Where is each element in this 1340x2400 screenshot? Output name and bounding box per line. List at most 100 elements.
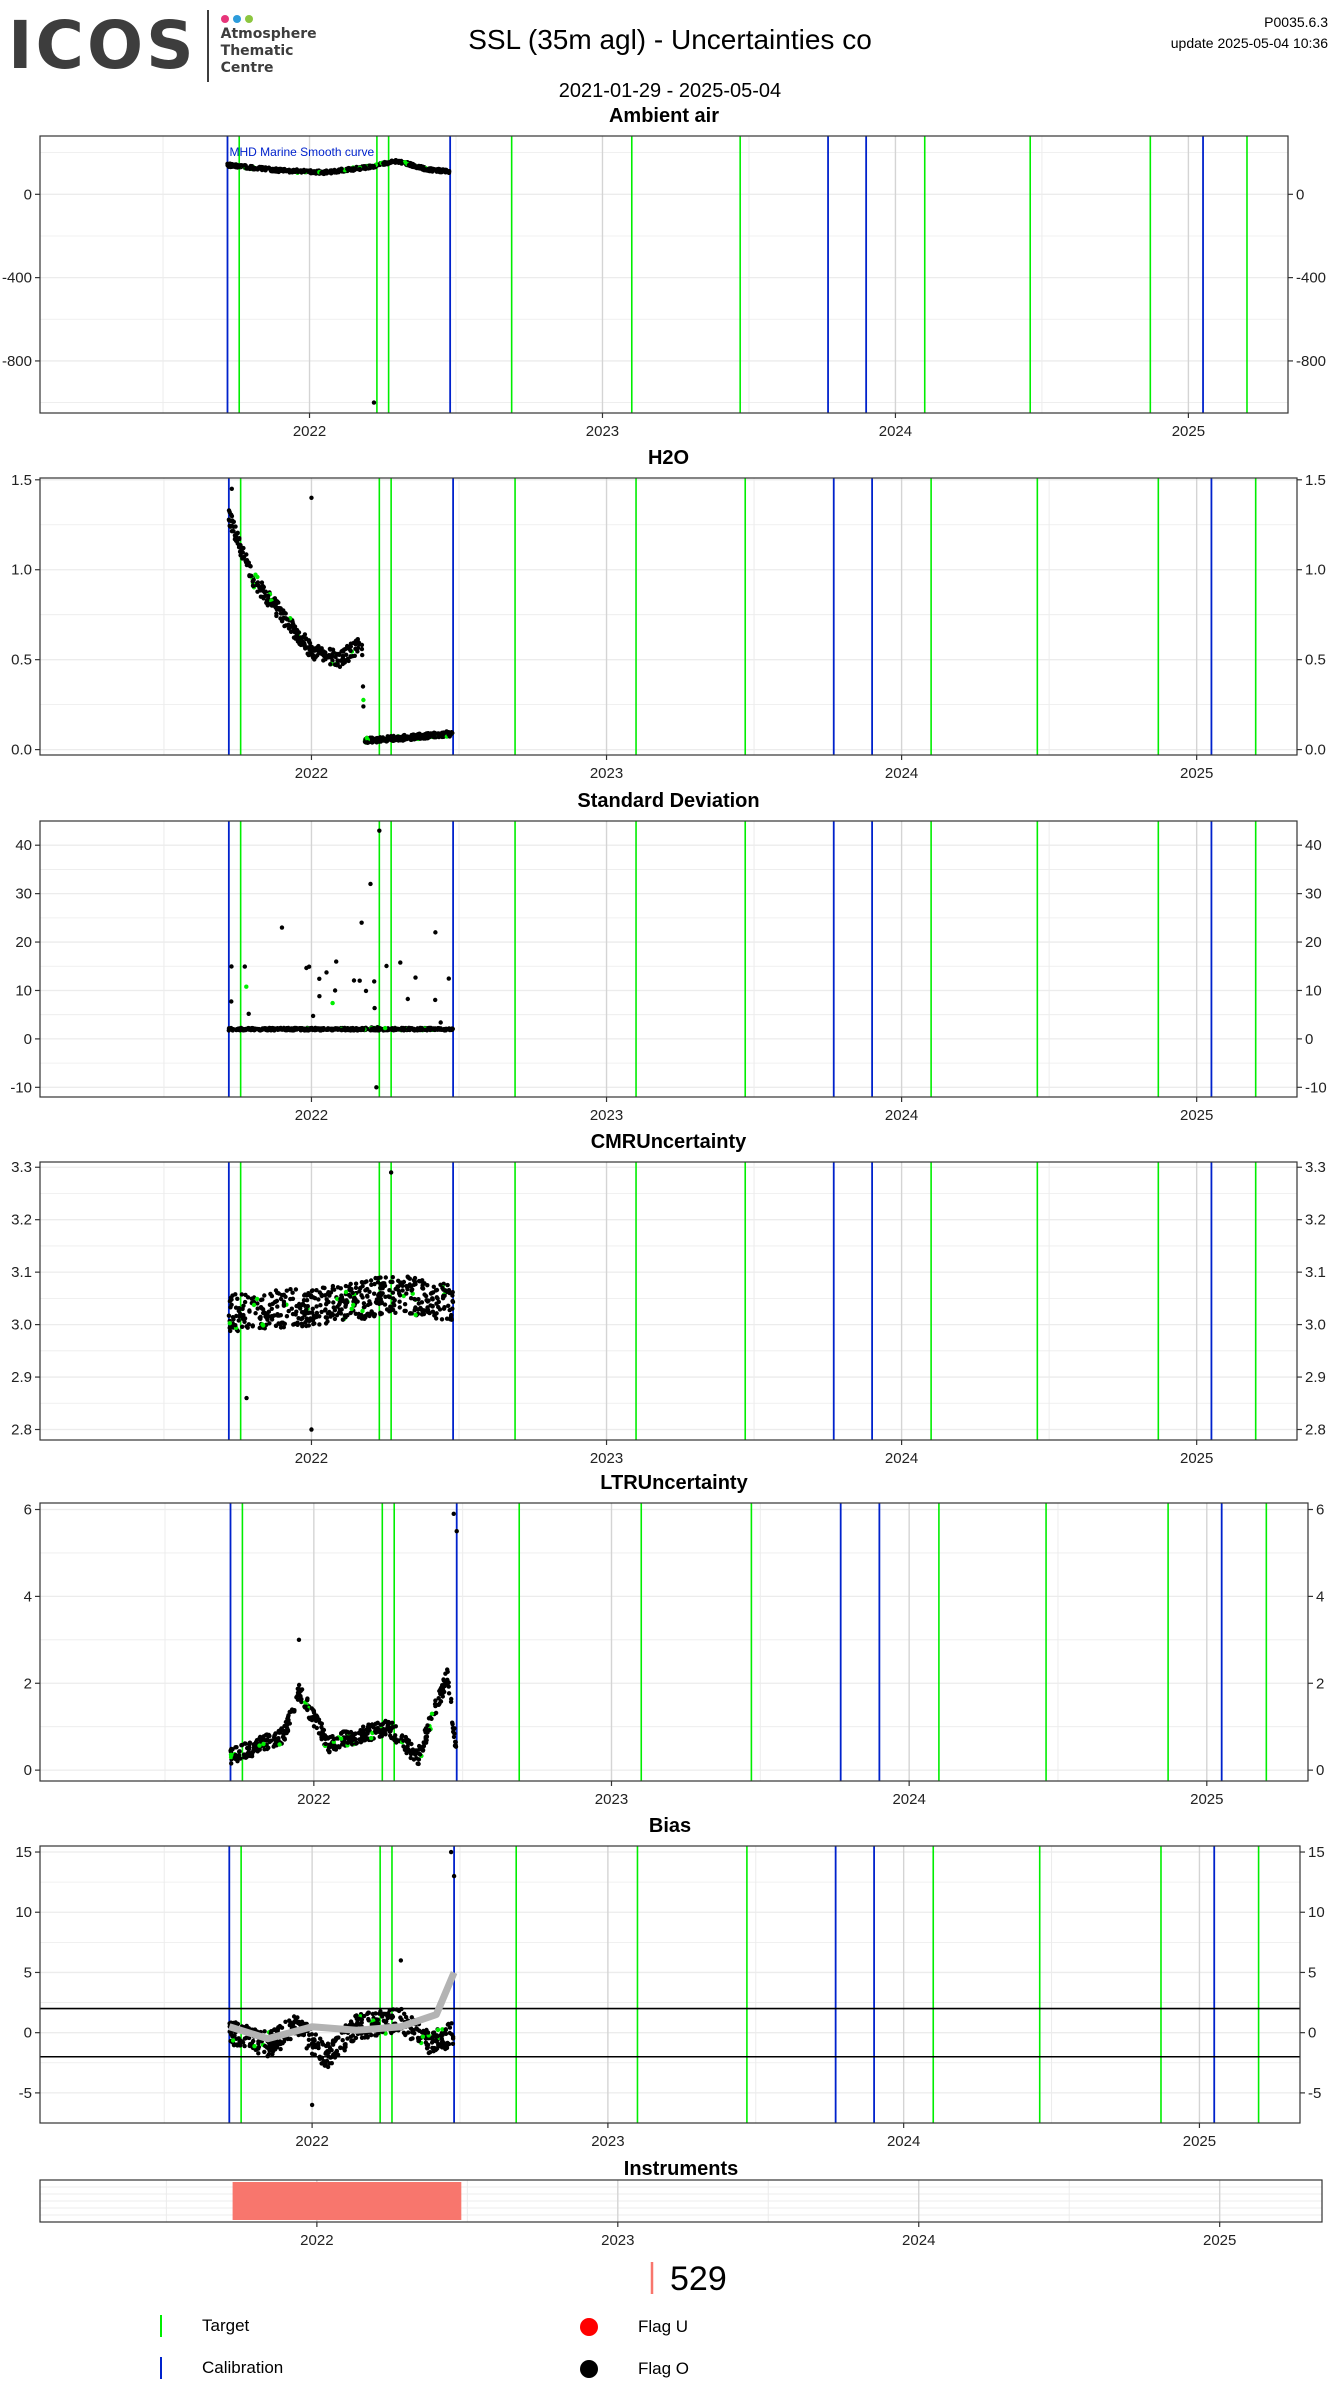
- data-point: [241, 545, 246, 551]
- data-point: [309, 1706, 314, 1711]
- data-point: [390, 1725, 396, 1730]
- data-point: [250, 1749, 256, 1754]
- outlier-point: [451, 1873, 457, 1879]
- data-point: [386, 2011, 391, 2016]
- xtick-label: 2023: [590, 1107, 623, 1124]
- data-point: [444, 1316, 450, 1321]
- data-point: [273, 1288, 279, 1293]
- data-point: [240, 556, 245, 561]
- data-point: [357, 1737, 362, 1742]
- data-point: [292, 624, 298, 629]
- data-point: [266, 1732, 272, 1738]
- data-point: [397, 1305, 402, 1310]
- data-point: [433, 997, 438, 1003]
- data-point: [388, 1279, 393, 1285]
- data-point: [280, 167, 285, 173]
- data-point: [323, 1321, 329, 1326]
- chart-title: CMRUncertainty: [591, 1131, 747, 1153]
- data-point: [399, 161, 404, 166]
- data-point: [430, 1304, 435, 1309]
- data-point: [356, 1730, 361, 1736]
- data-point: [383, 1275, 388, 1280]
- data-point: [439, 731, 445, 736]
- data-point: [373, 2011, 378, 2016]
- chart-panel-5: Bias -5 -5 0 0 5 5 10 10 15 15 2022 2023 2024 2025: [15, 1815, 1324, 2150]
- data-point: [447, 1027, 453, 1033]
- data-point: [349, 2038, 354, 2044]
- data-point: [364, 1279, 369, 1284]
- data-point: [340, 661, 345, 667]
- outlier-point: [279, 925, 285, 930]
- data-point: [365, 2011, 370, 2017]
- data-point: [364, 735, 369, 741]
- data-point: [348, 654, 353, 659]
- data-point: [319, 2039, 325, 2045]
- ytick-label-right: 3.2: [1305, 1212, 1326, 1229]
- data-point: [290, 2022, 295, 2028]
- data-point: [246, 1322, 251, 1327]
- data-point: [236, 1308, 241, 1314]
- data-point: [326, 2054, 331, 2059]
- data-point: [314, 1310, 320, 1316]
- data-point: [381, 2011, 386, 2017]
- data-point: [255, 589, 260, 594]
- ytick-label-right: 3.1: [1305, 1264, 1326, 1281]
- data-point: [355, 637, 360, 642]
- data-point: [227, 1321, 232, 1326]
- data-point: [353, 1281, 359, 1286]
- data-point: [278, 611, 284, 616]
- data-point: [233, 1292, 238, 1297]
- data-point: [409, 1741, 414, 1747]
- data-point: [372, 1005, 377, 1011]
- data-point: [287, 1721, 292, 1726]
- data-point: [283, 2019, 288, 2025]
- data-point: [253, 1745, 258, 1750]
- data-point: [284, 1288, 289, 1293]
- data-point: [374, 1297, 380, 1302]
- data-point: [285, 617, 290, 622]
- data-point: [450, 1306, 455, 1311]
- xtick-label: 2022: [295, 2133, 328, 2150]
- data-point: [339, 166, 344, 171]
- data-point: [405, 996, 410, 1002]
- data-point: [448, 1314, 454, 1319]
- data-point: [269, 1306, 274, 1312]
- data-point: [387, 735, 392, 740]
- data-point: [400, 738, 406, 743]
- data-point: [429, 1711, 435, 1717]
- data-point: [417, 1279, 423, 1284]
- data-point: [295, 1693, 300, 1699]
- data-point: [402, 2011, 407, 2017]
- data-point: [291, 2014, 297, 2019]
- data-point: [326, 1299, 331, 1305]
- ytick-label-left: 15: [15, 1844, 32, 1861]
- data-point: [302, 169, 307, 174]
- data-point: [232, 2033, 237, 2038]
- data-point: [317, 1322, 322, 1327]
- data-point: [415, 165, 420, 171]
- plot-frame: [39, 1502, 1309, 1782]
- data-point: [242, 1299, 248, 1305]
- plot-frame: [39, 2179, 1323, 2223]
- data-point: [438, 1020, 443, 1025]
- plot-frame: [39, 477, 1298, 756]
- data-point: [231, 164, 236, 169]
- data-point: [347, 1027, 352, 1032]
- data-point: [295, 630, 300, 636]
- data-point: [239, 1292, 244, 1297]
- data-point: [360, 1308, 365, 1314]
- xtick-label: 2025: [1180, 1450, 1213, 1467]
- data-point: [353, 639, 358, 645]
- ytick-label-right: 0: [1316, 1762, 1324, 1779]
- data-point: [446, 1684, 451, 1689]
- ytick-label-right: 10: [1305, 982, 1322, 999]
- data-point: [387, 1294, 392, 1300]
- legend-target-line-icon: [160, 2315, 162, 2337]
- data-point: [360, 1027, 366, 1032]
- data-point: [369, 2032, 374, 2038]
- data-point: [422, 1027, 428, 1033]
- data-point: [265, 601, 270, 606]
- data-point: [426, 1298, 431, 1303]
- data-point: [290, 1290, 295, 1295]
- data-point: [404, 1291, 409, 1296]
